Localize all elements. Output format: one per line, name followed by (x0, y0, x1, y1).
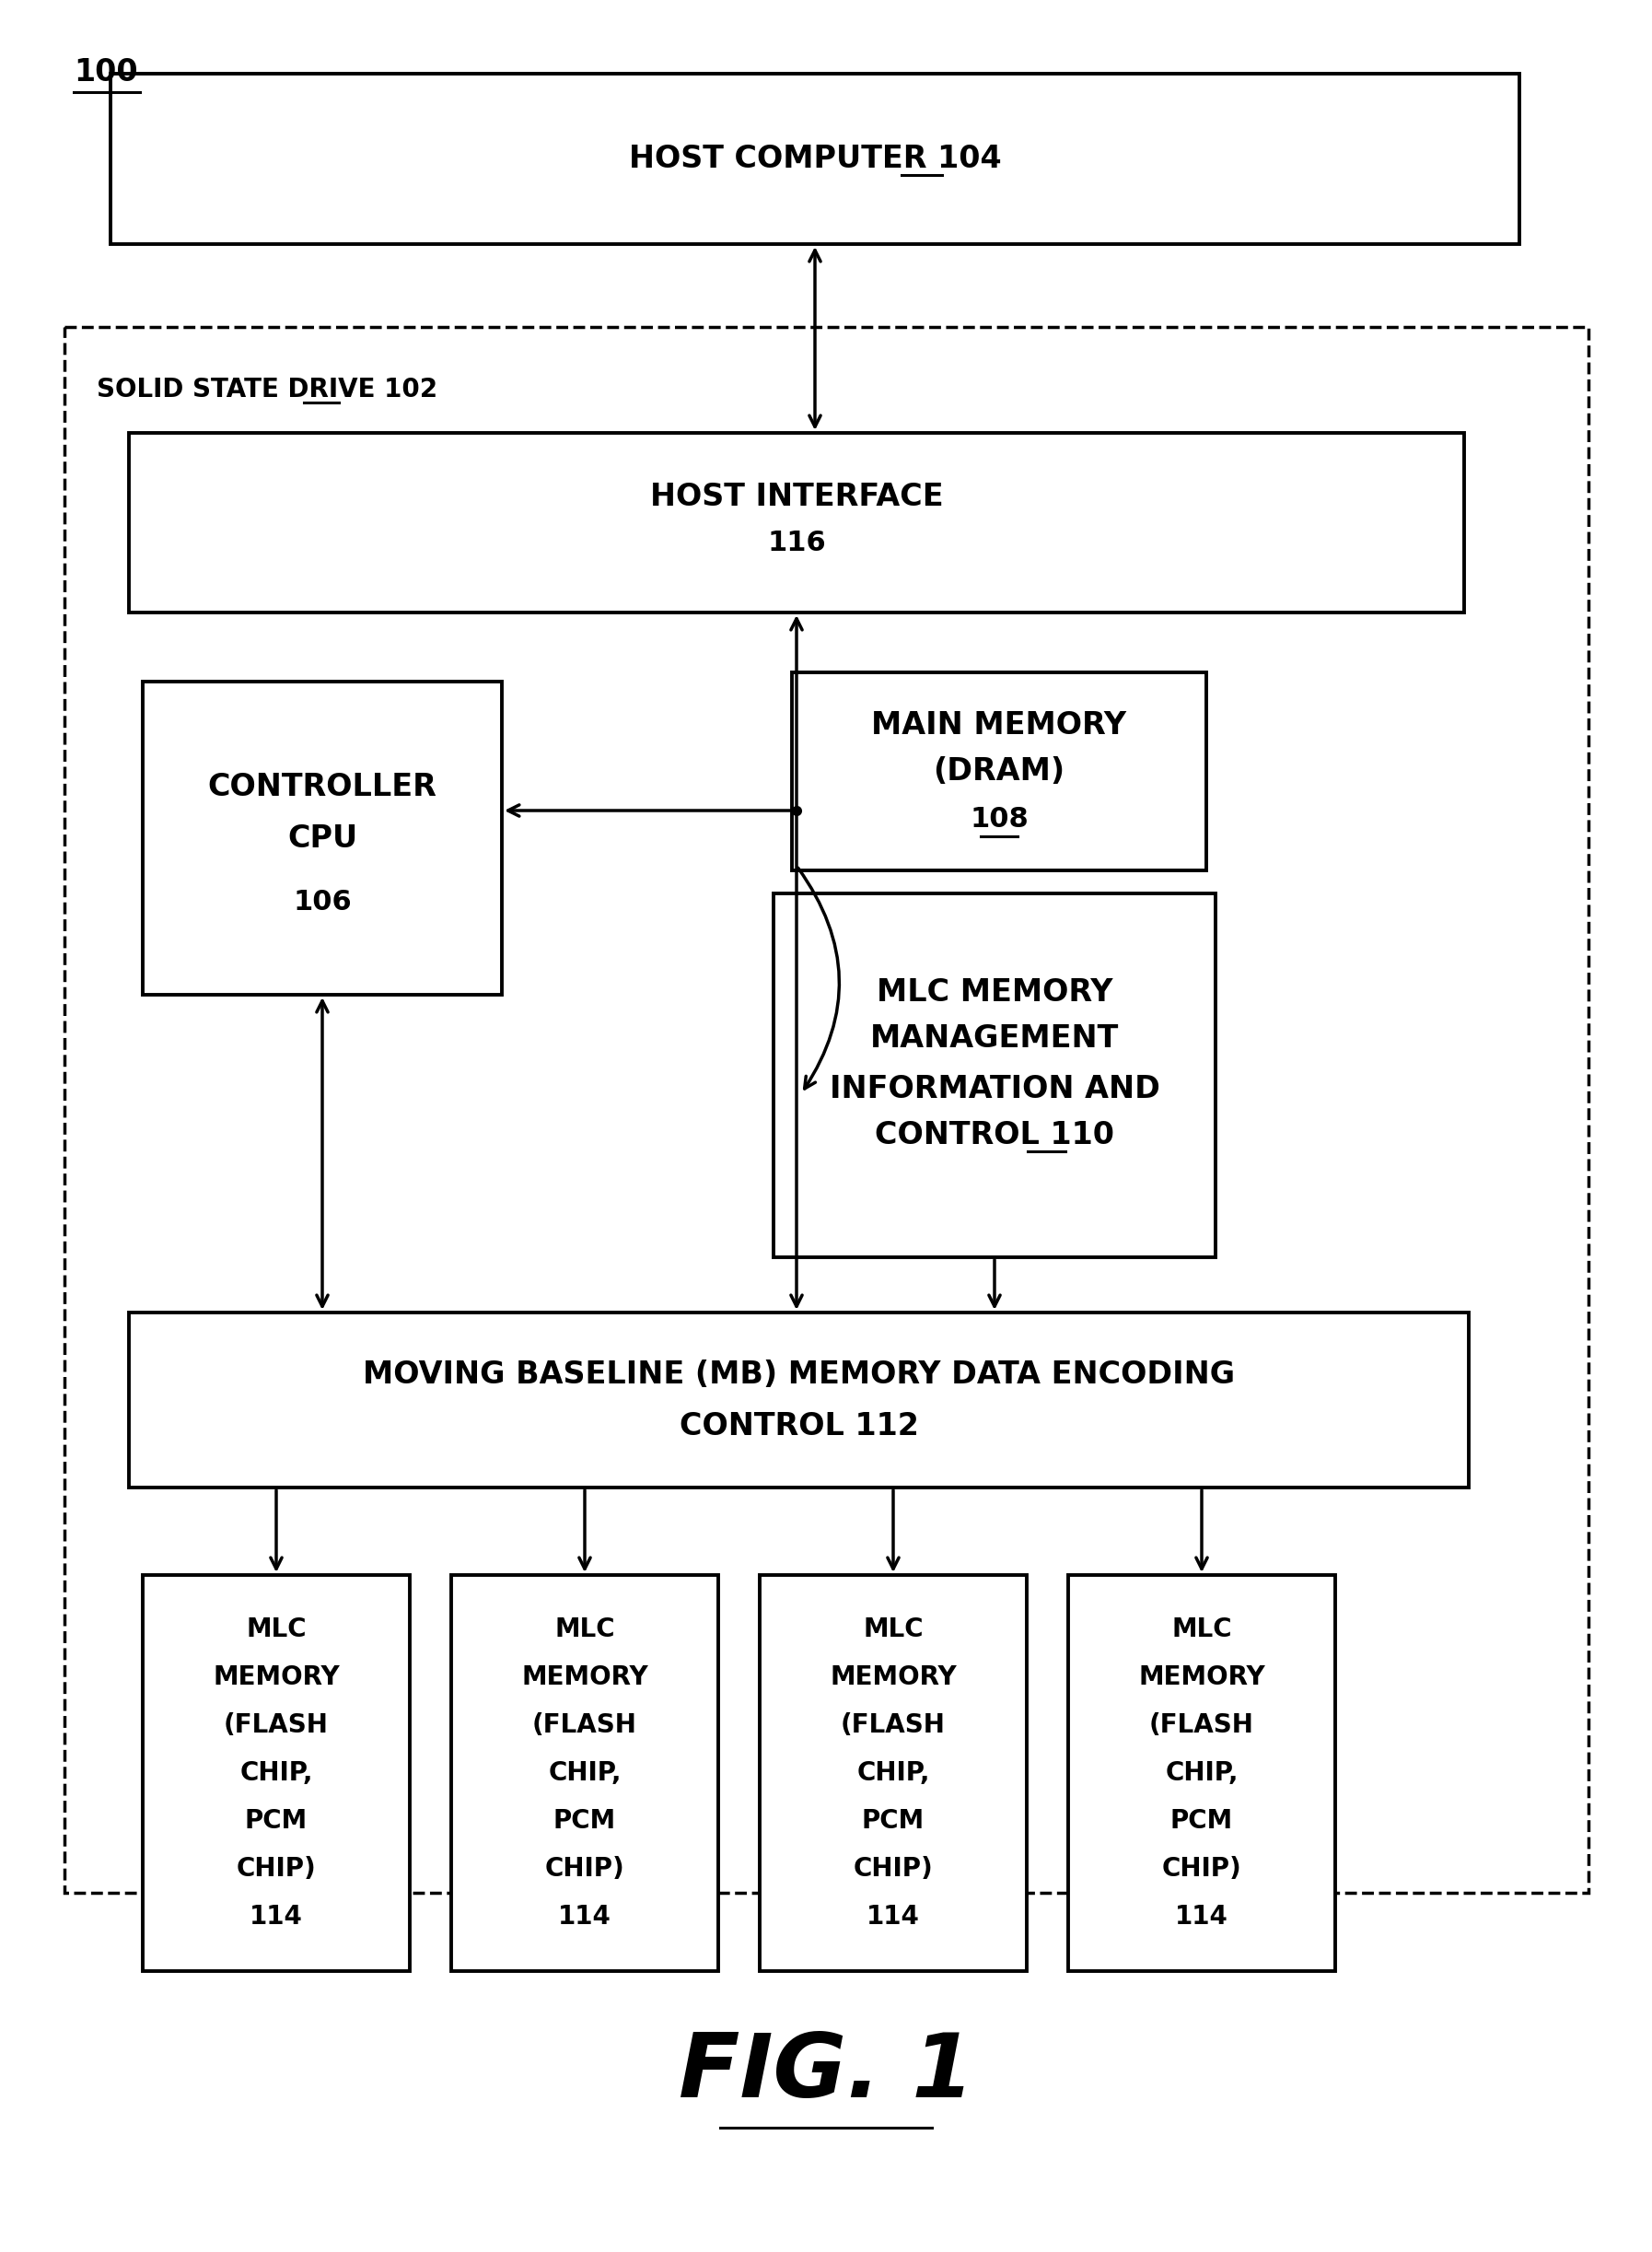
Text: MLC: MLC (862, 1617, 923, 1642)
Text: PCM: PCM (553, 1808, 616, 1833)
Bar (451, 1574, 719, 1970)
Text: CHIP): CHIP) (236, 1856, 316, 1883)
Text: MEMORY: MEMORY (829, 1664, 957, 1691)
Text: (FLASH: (FLASH (223, 1712, 329, 1739)
Bar (773, 894, 1216, 1257)
Text: CPU: CPU (287, 822, 357, 854)
Text: 106: 106 (292, 890, 352, 917)
Text: MLC: MLC (1171, 1617, 1232, 1642)
Text: MEMORY: MEMORY (1138, 1664, 1265, 1691)
Text: MLC: MLC (555, 1617, 615, 1642)
Text: MEMORY: MEMORY (213, 1664, 340, 1691)
Text: 108: 108 (970, 806, 1029, 833)
Text: CHIP): CHIP) (545, 1856, 624, 1883)
Text: CONTROL 110: CONTROL 110 (876, 1119, 1113, 1151)
Text: CHIP,: CHIP, (857, 1761, 930, 1786)
Text: FIG. 1: FIG. 1 (679, 2029, 973, 2115)
Text: CHIP): CHIP) (1161, 1856, 1242, 1883)
Text: 114: 114 (1175, 1903, 1229, 1930)
Text: HOST COMPUTER 104: HOST COMPUTER 104 (629, 144, 1001, 173)
Text: MLC MEMORY: MLC MEMORY (877, 977, 1112, 1007)
Text: PCM: PCM (862, 1808, 925, 1833)
Bar (760, 1574, 1028, 1970)
Text: PCM: PCM (244, 1808, 307, 1833)
Text: MANAGEMENT: MANAGEMENT (871, 1022, 1118, 1054)
Text: (FLASH: (FLASH (1150, 1712, 1254, 1739)
Text: 114: 114 (867, 1903, 920, 1930)
Text: HOST INTERFACE: HOST INTERFACE (649, 482, 943, 511)
Text: CHIP): CHIP) (854, 1856, 933, 1883)
Bar (64, 327, 1589, 1892)
Text: PCM: PCM (1170, 1808, 1232, 1833)
Text: 114: 114 (249, 1903, 302, 1930)
Bar (129, 432, 1464, 613)
Text: CHIP,: CHIP, (1165, 1761, 1239, 1786)
Bar (791, 673, 1206, 872)
Text: MOVING BASELINE (MB) MEMORY DATA ENCODING: MOVING BASELINE (MB) MEMORY DATA ENCODIN… (363, 1358, 1236, 1389)
Text: CONTROLLER: CONTROLLER (208, 772, 436, 802)
Text: INFORMATION AND: INFORMATION AND (829, 1074, 1160, 1103)
Text: CHIP,: CHIP, (548, 1761, 621, 1786)
Text: MLC: MLC (246, 1617, 307, 1642)
Text: (FLASH: (FLASH (841, 1712, 945, 1739)
Bar (142, 682, 502, 995)
FancyArrowPatch shape (798, 867, 839, 1088)
Text: (FLASH: (FLASH (532, 1712, 638, 1739)
Bar (1069, 1574, 1335, 1970)
Text: MEMORY: MEMORY (522, 1664, 648, 1691)
Bar (111, 74, 1520, 243)
Text: SOLID STATE DRIVE 102: SOLID STATE DRIVE 102 (97, 376, 438, 403)
Text: CHIP,: CHIP, (240, 1761, 312, 1786)
Text: 116: 116 (767, 529, 826, 556)
Text: 100: 100 (74, 56, 137, 88)
Bar (142, 1574, 410, 1970)
Text: (DRAM): (DRAM) (933, 757, 1066, 786)
Text: CONTROL 112: CONTROL 112 (679, 1410, 919, 1441)
Text: 114: 114 (558, 1903, 611, 1930)
Text: MAIN MEMORY: MAIN MEMORY (872, 709, 1127, 741)
Bar (129, 1313, 1469, 1489)
